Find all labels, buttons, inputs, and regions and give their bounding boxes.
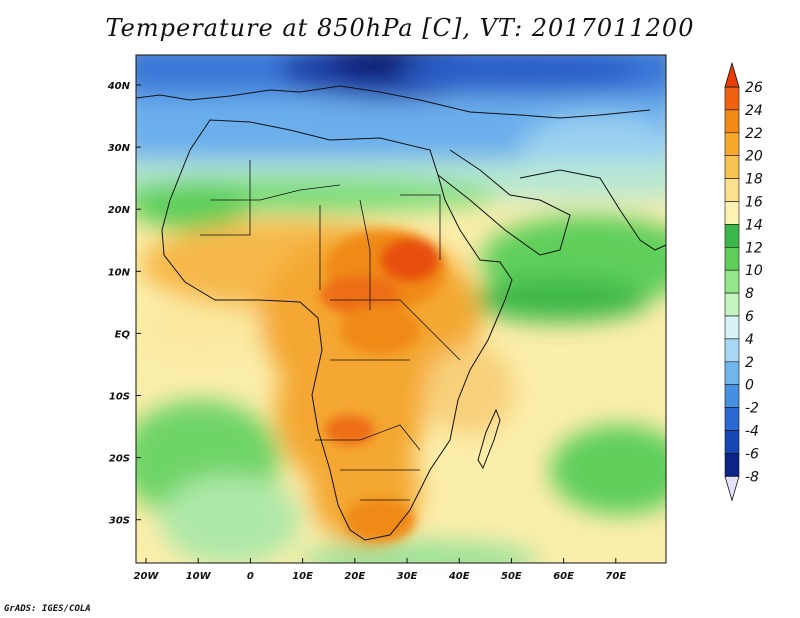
colorbar-segment bbox=[724, 315, 740, 340]
colorbar-label: 18 bbox=[745, 172, 763, 188]
colorbar-segment bbox=[724, 201, 740, 225]
colorbar-over-arrow bbox=[724, 61, 740, 88]
longitude-axis: 20W 10W 0 10E 20E 30E 40E 50E 60E 70E bbox=[134, 558, 626, 582]
longitude-label: 50E bbox=[501, 571, 522, 582]
colorbar-label: -6 bbox=[745, 446, 759, 462]
colorbar-segment bbox=[724, 178, 740, 202]
colorbar-label: 22 bbox=[745, 126, 763, 142]
grads-credit: GrADS: IGES/COLA bbox=[4, 604, 91, 614]
longitude-label: 40E bbox=[448, 571, 470, 582]
latitude-label: EQ bbox=[115, 329, 131, 340]
longitude-label: 10W bbox=[186, 571, 212, 582]
latitude-label: 30N bbox=[108, 143, 131, 154]
longitude-label: 0 bbox=[247, 571, 254, 582]
temperature-field bbox=[136, 55, 666, 563]
longitude-label: 30E bbox=[397, 571, 418, 582]
colorbar-segment bbox=[724, 430, 740, 454]
latitude-label: 30S bbox=[109, 516, 130, 527]
colorbar-segment bbox=[724, 361, 740, 385]
colorbar-segment bbox=[724, 338, 740, 363]
colorbar-segment bbox=[724, 453, 740, 477]
colorbar-label: 10 bbox=[745, 263, 763, 279]
colorbar-label: 2 bbox=[745, 355, 754, 371]
colorbar-segment bbox=[724, 109, 740, 134]
colorbar-label: -2 bbox=[745, 401, 759, 417]
colorbar-label: 8 bbox=[745, 286, 754, 302]
colorbar-label: -8 bbox=[745, 469, 759, 485]
map-frame bbox=[135, 54, 667, 564]
latitude-label: 10S bbox=[109, 392, 130, 403]
longitude-label: 70E bbox=[605, 571, 626, 582]
colorbar-label: 14 bbox=[745, 217, 763, 233]
colorbar-label: 24 bbox=[745, 103, 763, 119]
colorbar-segment bbox=[724, 292, 740, 317]
latitude-axis: 40N 30N 20N 10N EQ 10S 20S 30S bbox=[107, 81, 141, 527]
colorbar-segment bbox=[724, 86, 740, 111]
longitude-label: 20E bbox=[344, 571, 365, 582]
colorbar-segment bbox=[724, 384, 740, 408]
latitude-label: 10N bbox=[108, 267, 131, 278]
colorbar-label: 0 bbox=[745, 378, 754, 394]
colorbar-label: 20 bbox=[745, 149, 763, 165]
colorbar-segment bbox=[724, 224, 740, 248]
longitude-label: 20W bbox=[134, 571, 160, 582]
latitude-label: 40N bbox=[107, 81, 131, 92]
colorbar-label: 26 bbox=[745, 80, 763, 96]
colorbar-label: -4 bbox=[745, 424, 759, 440]
colorbar-segment bbox=[724, 132, 740, 157]
chart-title: Temperature at 850hPa [C], VT: 201701120… bbox=[105, 14, 695, 42]
latitude-label: 20S bbox=[109, 454, 130, 465]
longitude-label: 10E bbox=[292, 571, 313, 582]
latitude-label: 20N bbox=[108, 205, 131, 216]
colorbar-segment bbox=[724, 155, 740, 179]
longitude-label: 60E bbox=[553, 571, 574, 582]
colorbar-label: 6 bbox=[745, 309, 754, 325]
colorbar-under-arrow bbox=[724, 475, 740, 502]
colorbar-segment bbox=[724, 247, 740, 271]
colorbar-segment bbox=[724, 407, 740, 431]
colorbar-label: 4 bbox=[745, 332, 754, 348]
colorbar-label: 16 bbox=[745, 195, 763, 211]
colorbar-label: 12 bbox=[745, 240, 763, 256]
coastlines bbox=[136, 85, 666, 541]
colorbar-segment bbox=[724, 269, 740, 294]
